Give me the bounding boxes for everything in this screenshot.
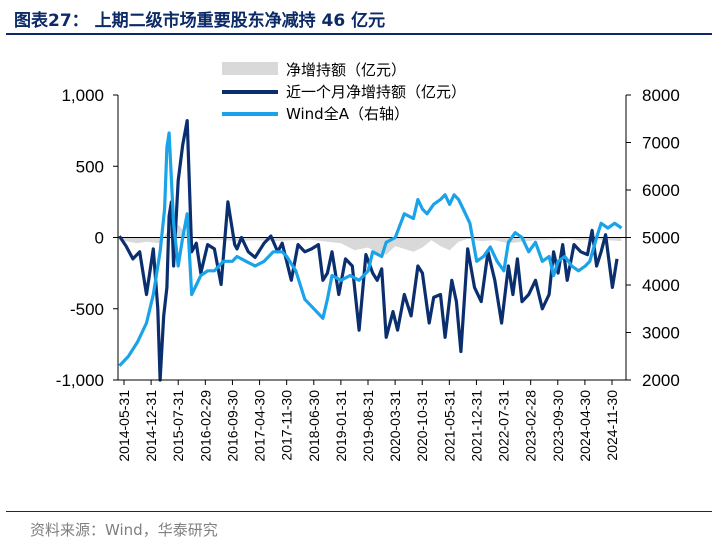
right-tick-label: 7000 bbox=[642, 134, 680, 153]
x-tick-label: 2020-03-31 bbox=[387, 390, 403, 462]
series-net-monthly-line bbox=[118, 118, 619, 382]
right-tick-label: 3000 bbox=[642, 324, 680, 343]
x-tick-label: 2017-11-30 bbox=[279, 390, 295, 461]
left-tick-label: -500 bbox=[70, 300, 104, 319]
series-net-area bbox=[119, 224, 622, 255]
right-tick-label: 8000 bbox=[642, 86, 680, 105]
right-tick-label: 6000 bbox=[642, 181, 680, 200]
x-tick-label: 2024-04-30 bbox=[577, 390, 593, 462]
series-wind-line bbox=[118, 131, 623, 367]
x-tick-label: 2019-01-31 bbox=[333, 390, 349, 462]
x-tick-label: 2021-12-31 bbox=[468, 390, 484, 462]
right-tick-label: 4000 bbox=[642, 276, 680, 295]
chart-title: 图表27： 上期二级市场重要股东净减持 46 亿元 bbox=[14, 11, 386, 31]
x-tick-label: 2015-07-31 bbox=[170, 390, 186, 462]
left-tick-label: 1,000 bbox=[61, 86, 104, 105]
x-tick-label: 2019-08-31 bbox=[360, 390, 376, 462]
footer-divider bbox=[6, 511, 712, 512]
legend-swatch-net bbox=[222, 62, 278, 75]
x-tick-label: 2016-09-30 bbox=[224, 390, 240, 462]
title-divider bbox=[6, 33, 712, 35]
x-tick-label: 2022-07-31 bbox=[496, 390, 512, 462]
left-tick-label: -1,000 bbox=[56, 371, 104, 390]
x-tick-label: 2014-05-31 bbox=[116, 390, 132, 462]
source-note: 资料来源：Wind，华泰研究 bbox=[30, 521, 218, 539]
x-tick-label: 2023-02-28 bbox=[523, 390, 539, 462]
x-tick-label: 2017-04-30 bbox=[252, 390, 268, 462]
legend-label-net: 净增持额（亿元） bbox=[286, 61, 406, 79]
x-tick-label: 2018-06-30 bbox=[306, 390, 322, 462]
x-tick-label: 2020-10-31 bbox=[414, 390, 430, 462]
left-tick-label: 500 bbox=[76, 157, 104, 176]
x-tick-label: 2016-02-29 bbox=[197, 390, 213, 462]
x-tick-label: 2024-11-30 bbox=[604, 390, 620, 461]
x-tick-label: 2014-12-31 bbox=[143, 390, 159, 462]
right-tick-label: 2000 bbox=[642, 371, 680, 390]
legend-label-wind: Wind全A（右轴） bbox=[286, 105, 409, 123]
x-tick-label: 2021-05-31 bbox=[441, 390, 457, 462]
right-tick-label: 5000 bbox=[642, 229, 680, 248]
legend-label-net-monthly: 近一个月净增持额（亿元） bbox=[286, 83, 466, 101]
x-tick-label: 2023-09-30 bbox=[550, 390, 566, 462]
left-tick-label: 0 bbox=[95, 229, 104, 248]
